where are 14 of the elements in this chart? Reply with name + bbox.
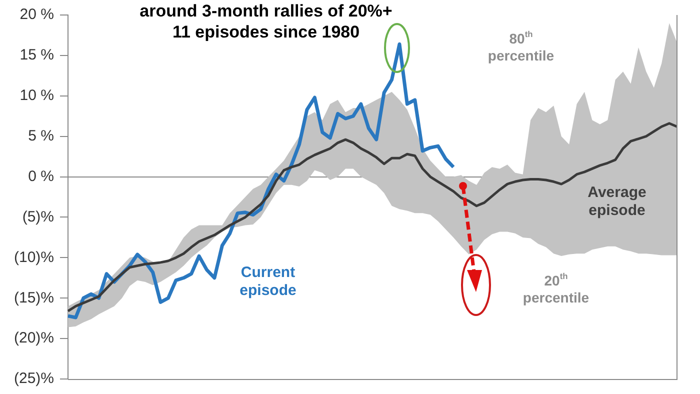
y-tick-label: (25)% [14, 370, 54, 388]
y-tick-label: 0 % [28, 168, 54, 185]
y-tick-label: 5 % [28, 127, 54, 144]
y-tick-label: (10)% [14, 248, 54, 266]
y-tick-label: 10 % [20, 87, 54, 104]
text: 11 episodes since 1980 [172, 22, 360, 42]
series-label: Average episode [588, 184, 646, 220]
y-tick-label: (5)% [22, 208, 54, 226]
series-label: Current episode [240, 264, 296, 300]
chart-title: around 3-month rallies of 20%+ [140, 2, 392, 21]
y-tick-label: 15 % [20, 46, 54, 64]
y-tick-label: (20)% [14, 330, 54, 347]
y-tick-label: (15)% [14, 289, 54, 306]
y-tick-label: 20 % [20, 6, 54, 24]
